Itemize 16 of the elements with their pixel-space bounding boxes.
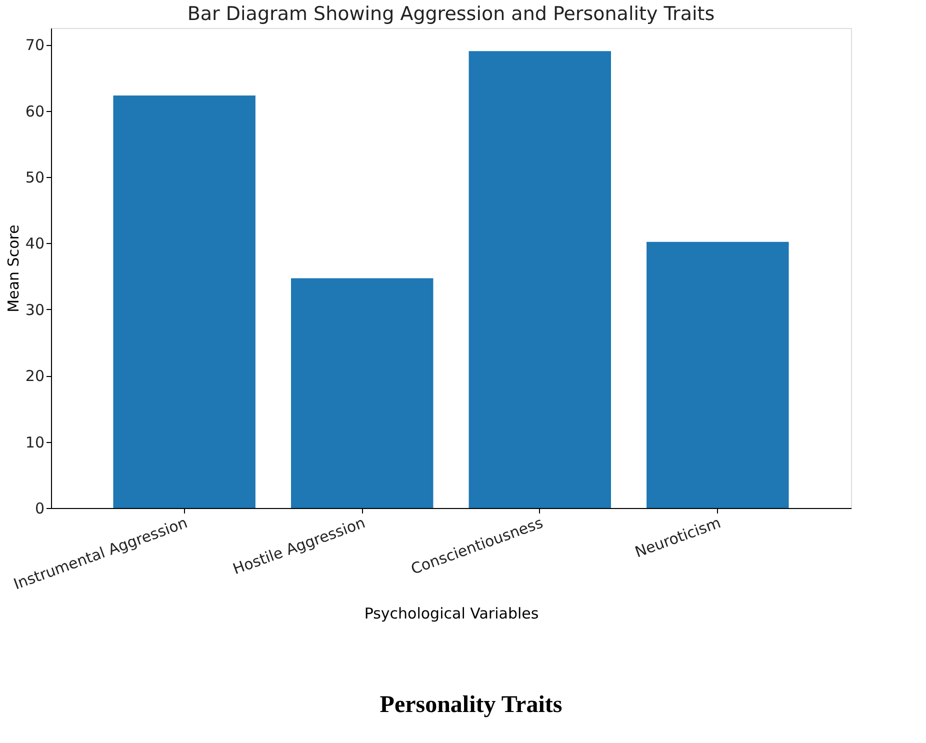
y-tick-label: 50 [25, 168, 44, 186]
bar [646, 242, 789, 508]
y-tick-label: 40 [25, 234, 44, 253]
text: Personality Traits [380, 692, 562, 718]
y-tick-label: 10 [25, 433, 44, 452]
bar [468, 51, 611, 508]
x-axis-title: Psychological Variables [364, 604, 539, 622]
bar [291, 278, 434, 508]
bar [113, 96, 256, 508]
y-tick-label: 70 [25, 36, 44, 54]
chart-title: Bar Diagram Showing Aggression and Personality Traits [187, 3, 715, 25]
y-tick-label: 30 [25, 300, 44, 319]
y-axis-title: Mean Score [4, 224, 22, 312]
y-tick-label: 60 [25, 102, 44, 120]
y-tick-label: 20 [25, 367, 44, 386]
y-tick-label: 0 [34, 500, 44, 518]
